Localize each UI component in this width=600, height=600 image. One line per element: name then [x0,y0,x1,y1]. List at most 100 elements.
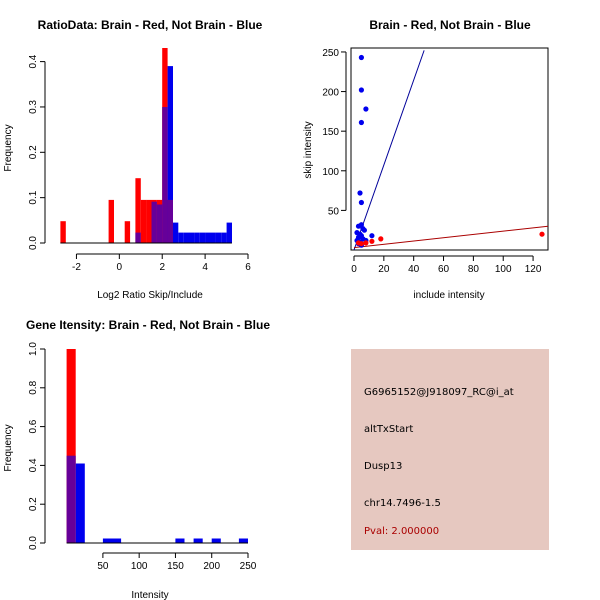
overlap-bar [135,232,141,243]
not-brain-bar [215,232,222,243]
scatter-title: Brain - Red, Not Brain - Blue [369,18,531,32]
not-brain-point [358,87,364,93]
y-tick-label: 0.2 [28,145,39,159]
scatter-plot-box [350,47,549,251]
not-brain-point [361,227,367,233]
regression-line [353,225,548,249]
not-brain-bar [75,463,85,543]
x-tick-label: 0 [117,262,123,273]
not-brain-bar [211,538,221,543]
event-type-text: altTxStart [364,424,414,435]
not-brain-bar [226,222,232,243]
brain-point [378,236,384,242]
ratio-histogram-ylabel: Frequency [3,124,14,171]
intensity-histogram-title: Gene Itensity: Brain - Red, Not Brain - … [26,318,270,332]
brain-point [539,231,545,237]
brain-bar [108,199,114,243]
gene-name-text: Dusp13 [364,461,403,472]
y-tick-label: 0.3 [28,100,39,114]
regression-line [353,50,425,250]
x-tick-label: 40 [408,264,420,275]
y-tick-label: 0.1 [28,190,39,204]
x-tick-label: 4 [202,262,208,273]
not-brain-point [358,222,364,228]
y-tick-label: 0.8 [28,380,39,394]
brain-bar [60,221,66,243]
not-brain-point [369,233,375,239]
probe-id-text: G6965152@J918097_RC@i_at [364,387,514,398]
x-tick-label: 6 [245,262,251,273]
not-brain-bar [210,232,216,243]
ratio-histogram-xlabel: Log2 Ratio Skip/Include [97,290,203,301]
not-brain-bar [194,232,200,243]
y-tick-label: 200 [322,88,339,99]
not-brain-bar [193,538,203,543]
not-brain-point [363,106,369,112]
location-text: chr14.7496-1.5 [364,498,441,509]
scatter-panel: Brain - Red, Not Brain - Blue include in… [303,18,549,301]
scatter-ylabel: skip intensity [303,121,314,178]
overlap-bar [156,204,163,243]
x-tick-label: 20 [378,264,390,275]
ratio-histogram-panel: RatioData: Brain - Red, Not Brain - Blue… [3,18,263,301]
x-tick-label: 150 [167,561,184,572]
not-brain-bar [112,538,122,543]
brain-bar [146,199,152,243]
brain-bar [135,178,141,243]
brain-point [369,238,375,244]
y-tick-label: 250 [322,48,339,59]
not-brain-bar [221,232,227,243]
y-tick-label: 1.0 [28,342,39,356]
x-tick-label: 200 [203,561,220,572]
ratio-histogram-title: RatioData: Brain - Red, Not Brain - Blue [38,18,263,32]
y-tick-label: 100 [322,167,339,178]
y-tick-label: 50 [328,206,340,217]
y-tick-label: 0.0 [28,236,39,250]
not-brain-bar [189,232,195,243]
not-brain-bar [102,538,112,543]
x-tick-label: 100 [495,264,512,275]
not-brain-bar [199,232,206,243]
not-brain-bar [205,232,211,243]
overlap-bar [162,107,168,243]
brain-point [363,240,369,246]
not-brain-point [358,199,364,206]
x-tick-label: 0 [351,264,357,275]
scatter-xlabel: include intensity [413,290,484,301]
not-brain-bar [167,66,173,243]
x-tick-label: 120 [525,264,542,275]
x-tick-label: 50 [97,561,109,572]
not-brain-bar [175,538,185,543]
info-panel: G6965152@J918097_RC@i_at altTxStart Dusp… [351,349,549,550]
not-brain-bar [183,232,190,243]
brain-bar [66,349,76,543]
x-tick-label: 100 [131,561,148,572]
overlap-bar [66,455,76,543]
x-tick-label: 60 [438,264,450,275]
not-brain-point [357,190,363,196]
brain-point [355,240,362,246]
y-tick-label: 0.2 [28,497,39,511]
not-brain-bar [178,232,184,243]
intensity-histogram-ylabel: Frequency [3,424,14,471]
overlap-bar [151,201,157,243]
overlap-bar [167,199,173,243]
pval-text: Pval: 2.000000 [364,526,440,537]
y-tick-label: 0.4 [28,458,39,472]
not-brain-bar [172,222,179,243]
brain-bar [124,221,131,243]
y-tick-label: 150 [322,127,339,138]
x-tick-label: 2 [159,262,165,273]
x-tick-label: 250 [240,561,257,572]
y-tick-label: 0.4 [28,54,39,68]
intensity-histogram-xlabel: Intensity [131,590,168,600]
x-tick-label: -2 [72,262,81,273]
not-brain-point [358,54,364,61]
not-brain-bar [238,538,248,543]
brain-bar [140,199,147,243]
intensity-histogram-panel: Gene Itensity: Brain - Red, Not Brain - … [3,318,270,600]
not-brain-point [358,119,364,126]
y-tick-label: 0.6 [28,419,39,433]
y-tick-label: 0.0 [28,536,39,550]
